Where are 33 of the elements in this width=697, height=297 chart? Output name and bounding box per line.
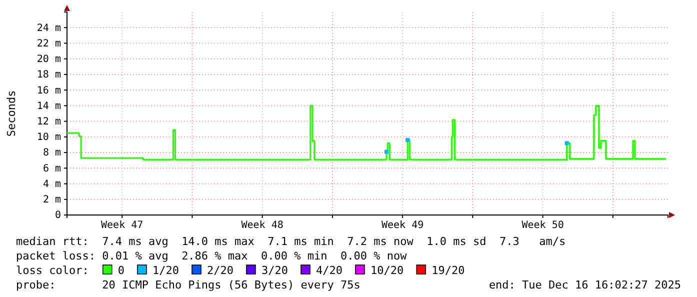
y-tick-label: 12 m bbox=[36, 116, 61, 128]
legend-label: 3/20 bbox=[261, 264, 288, 277]
text: median rtt: 7.4 ms avg 14.0 ms max 7.1 ms min 7.2 ms now 1.0 ms sd 7.3 am/s bbox=[16, 235, 566, 248]
y-axis-title: Seconds bbox=[5, 90, 18, 137]
x-tick-label: Week 48 bbox=[241, 220, 284, 232]
y-tick-label: 10 m bbox=[36, 132, 61, 144]
y-tick-label: 18 m bbox=[36, 70, 61, 81]
y-tick-label: 4 m bbox=[42, 178, 61, 190]
legend-label: 2/20 bbox=[206, 264, 234, 277]
y-tick-label: 6 m bbox=[42, 163, 61, 174]
y-tick-label: 14 m bbox=[36, 100, 61, 112]
legend-title: loss color: bbox=[16, 264, 89, 277]
text: packet loss: 0.01 % avg 2.86 % max 0.00 % min 0.00 % now bbox=[16, 250, 408, 262]
y-tick-label: 8 m bbox=[42, 148, 61, 159]
y-tick-label: 2 m bbox=[42, 194, 61, 206]
y-tick-label: 22 m bbox=[36, 38, 61, 50]
text: probe: 20 ICMP Echo Pings (56 Bytes) every 75s bbox=[16, 278, 360, 292]
y-tick-label: 0 bbox=[54, 210, 61, 222]
y-tick-label: 20 m bbox=[36, 54, 61, 66]
legend-label: 10/20 bbox=[370, 264, 404, 277]
legend-label: 19/20 bbox=[432, 264, 465, 277]
y-tick-label: 24 m bbox=[36, 22, 61, 34]
x-tick-label: Week 47 bbox=[101, 220, 144, 232]
text: end: Tue Dec 16 16:02:27 2025 bbox=[488, 278, 681, 292]
legend-label: 4/20 bbox=[316, 264, 342, 277]
y-tick-label: 16 m bbox=[36, 85, 61, 96]
legend-label: 1/20 bbox=[152, 264, 179, 277]
x-tick-label: Week 50 bbox=[522, 220, 564, 232]
x-tick-label: Week 49 bbox=[381, 220, 424, 232]
point bbox=[564, 141, 569, 146]
point bbox=[406, 138, 410, 142]
point bbox=[384, 150, 389, 154]
legend-label: 0 bbox=[118, 264, 124, 277]
